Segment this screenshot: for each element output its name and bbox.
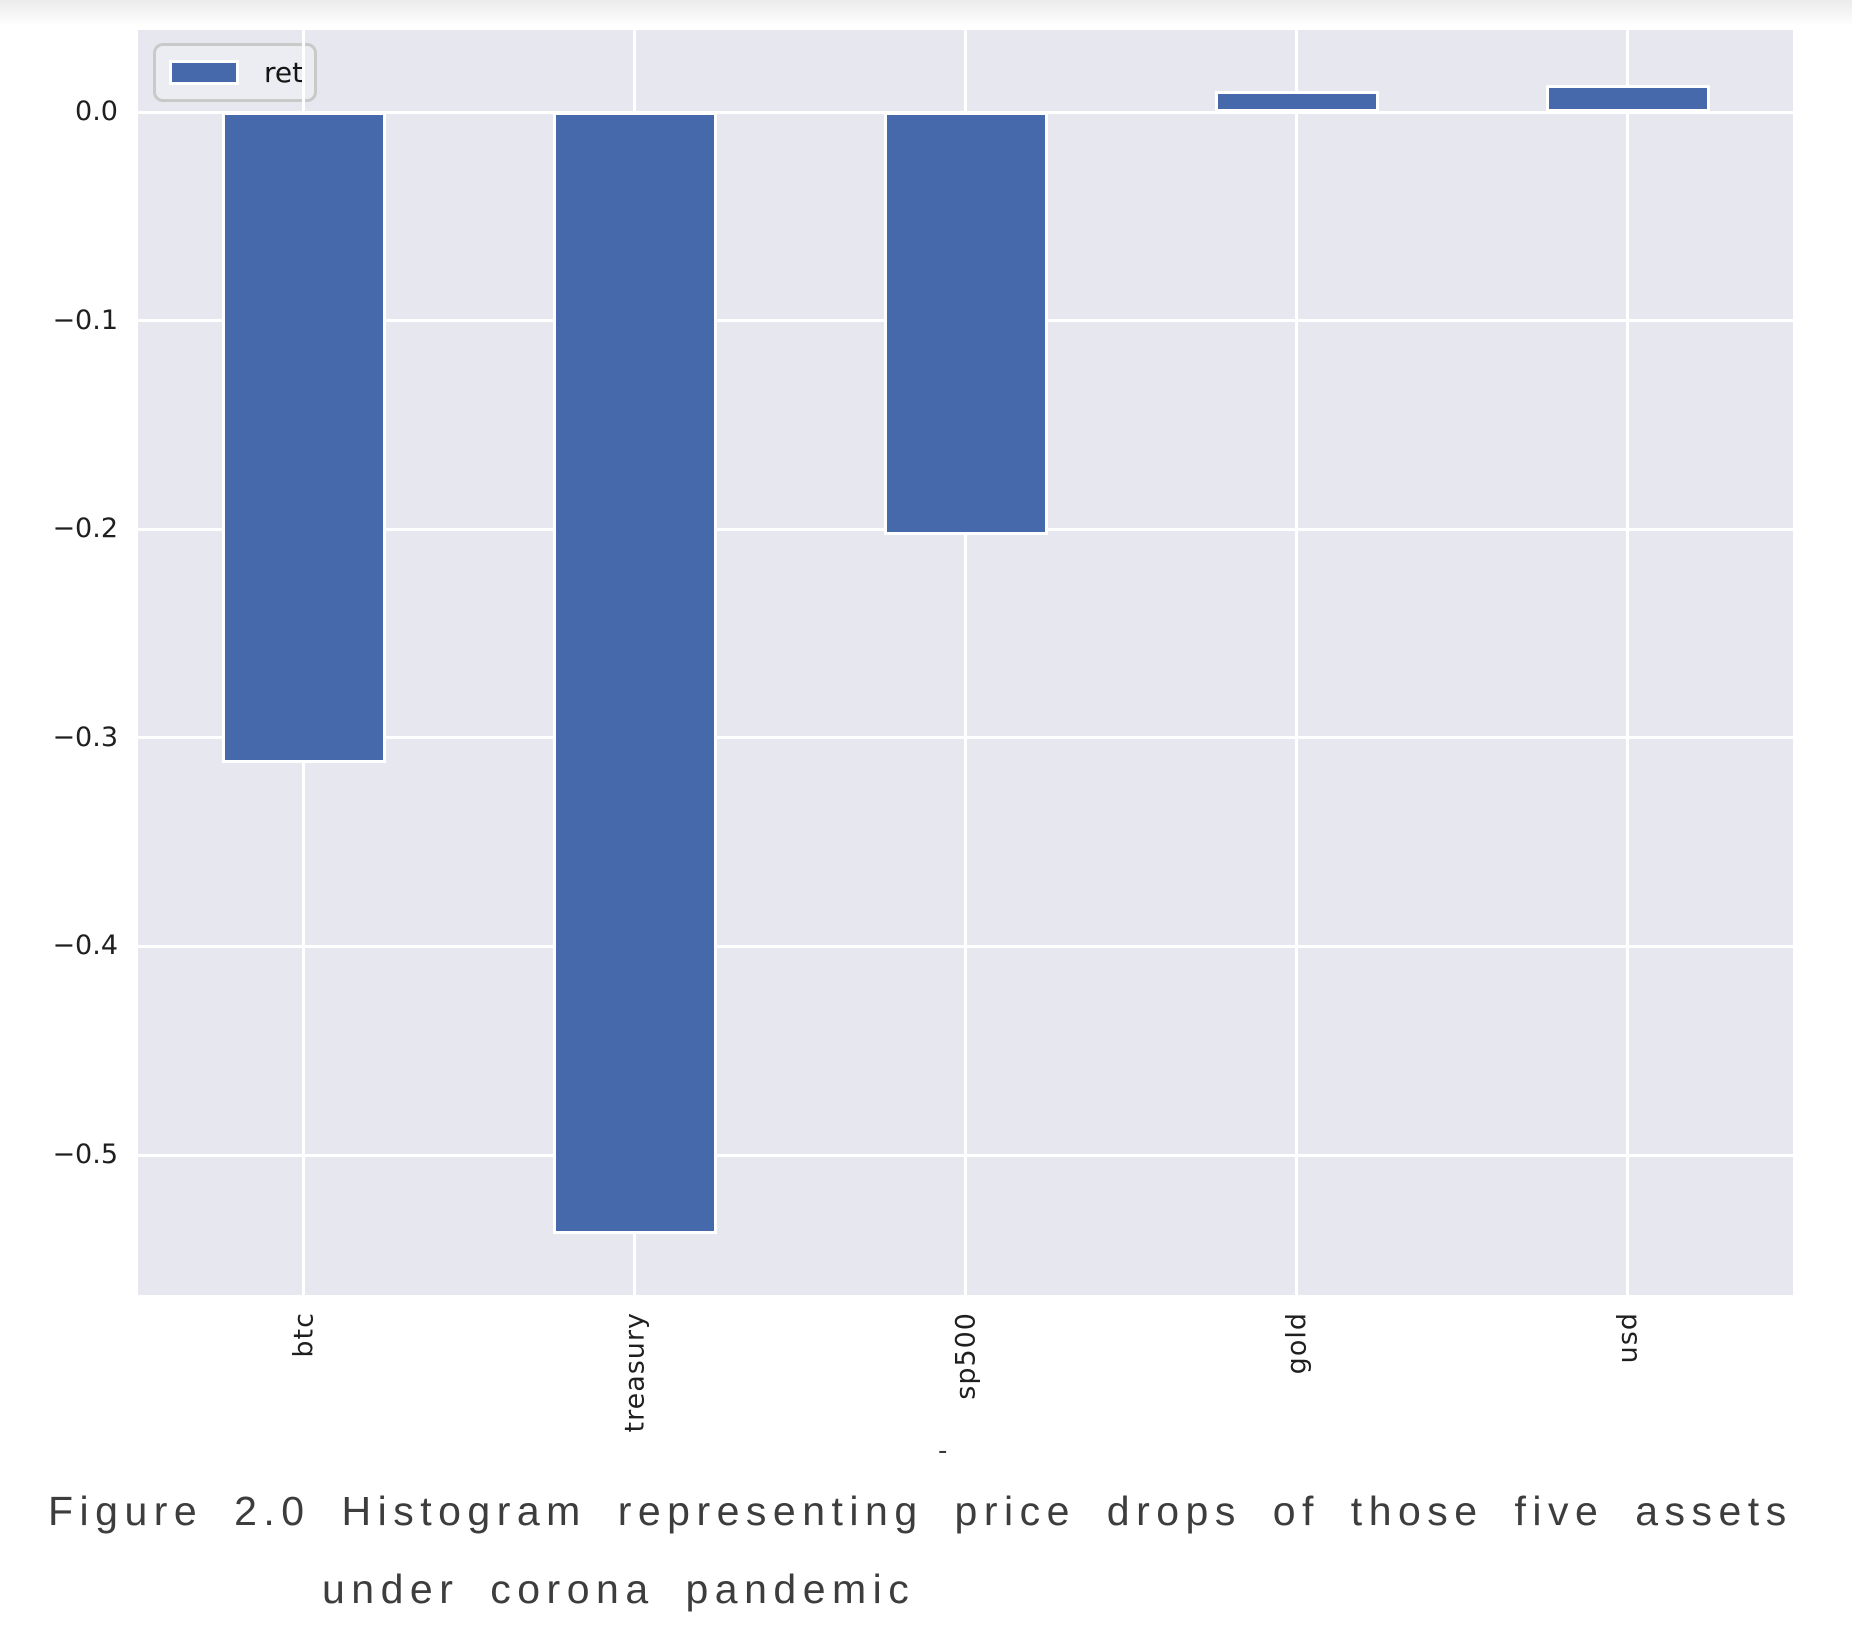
gridline-vertical-gold bbox=[1295, 30, 1298, 1295]
top-edge-gradient bbox=[0, 0, 1852, 26]
plot-area: ret bbox=[138, 30, 1793, 1295]
caption-line-1: Figure 2.0 Histogram representing price … bbox=[48, 1488, 1793, 1534]
x-tick-wrap-gold: gold bbox=[1281, 1312, 1312, 1378]
x-tick-wrap-btc: btc bbox=[288, 1312, 319, 1362]
bar-treasury bbox=[552, 112, 717, 1235]
bar-usd bbox=[1545, 84, 1710, 112]
caption-line-2: under corona pandemic bbox=[322, 1566, 916, 1612]
x-tick-label-treasury: treasury bbox=[619, 1312, 650, 1433]
legend-swatch-ret bbox=[169, 60, 239, 85]
x-tick-label-btc: btc bbox=[288, 1312, 319, 1358]
x-tick-wrap-usd: usd bbox=[1612, 1312, 1643, 1367]
clipped-axis-label-artifact: - bbox=[938, 1436, 948, 1466]
y-tick-label-−0.3: −0.3 bbox=[52, 721, 118, 753]
x-tick-wrap-treasury: treasury bbox=[619, 1312, 650, 1437]
bar-sp500 bbox=[883, 112, 1048, 536]
bar-gold bbox=[1214, 91, 1379, 112]
legend: ret bbox=[153, 43, 317, 102]
y-tick-label-−0.4: −0.4 bbox=[52, 930, 118, 962]
bar-btc bbox=[221, 112, 386, 763]
gridline-vertical-usd bbox=[1626, 30, 1629, 1295]
y-tick-label-−0.2: −0.2 bbox=[52, 513, 118, 545]
x-tick-label-sp500: sp500 bbox=[950, 1312, 981, 1400]
y-tick-label-0.0: 0.0 bbox=[75, 96, 118, 127]
x-tick-wrap-sp500: sp500 bbox=[950, 1312, 981, 1404]
x-tick-label-gold: gold bbox=[1281, 1312, 1312, 1375]
y-tick-label-−0.5: −0.5 bbox=[52, 1139, 118, 1170]
legend-label: ret bbox=[264, 56, 304, 89]
y-tick-label-−0.1: −0.1 bbox=[52, 304, 118, 336]
x-tick-label-usd: usd bbox=[1612, 1312, 1643, 1364]
gridline-vertical-sp500 bbox=[964, 30, 967, 1295]
